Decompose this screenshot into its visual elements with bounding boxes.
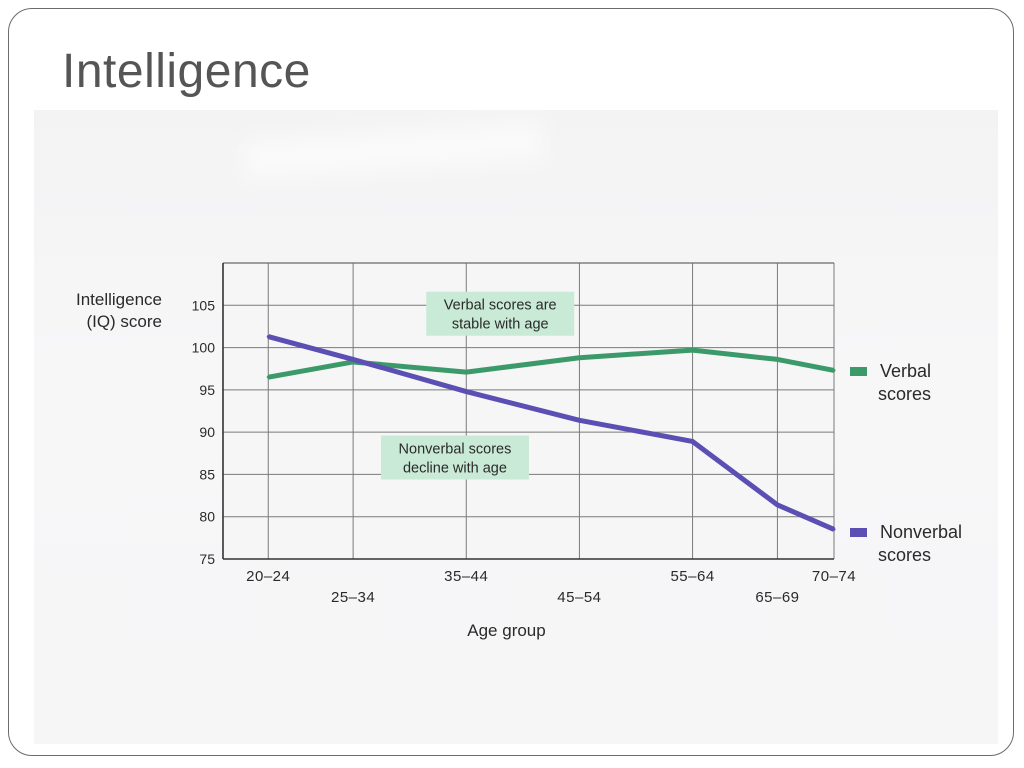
slide-title: Intelligence <box>62 45 311 98</box>
y-tick-label: 80 <box>199 509 215 525</box>
nonverbal-point <box>464 390 468 394</box>
y-tick-label: 100 <box>192 340 216 356</box>
verbal-annotation-box <box>426 291 575 336</box>
verbal-annotation-text: stable with age <box>452 317 549 333</box>
verbal-legend-swatch <box>850 367 867 376</box>
x-tick-label: 55–64 <box>670 568 714 585</box>
y-axis-label: (IQ) score <box>86 312 162 331</box>
x-tick-label: 70–74 <box>812 568 856 585</box>
verbal-point <box>266 375 270 379</box>
nonverbal-legend-label: Nonverbal <box>880 522 962 542</box>
verbal-point <box>691 348 695 352</box>
y-tick-label: 75 <box>199 551 215 567</box>
y-tick-label: 90 <box>199 424 215 440</box>
y-tick-label: 95 <box>199 382 215 398</box>
nonverbal-point <box>691 439 695 443</box>
nonverbal-point <box>351 357 355 361</box>
nonverbal-legend-swatch <box>850 528 867 537</box>
iq-line-chart: 75 80 85 90 95 100 105 Intelligence (IQ) score 20… <box>76 262 962 640</box>
nonverbal-legend-label: scores <box>878 545 931 565</box>
x-tick-label: 20–24 <box>246 568 290 585</box>
x-tick-label: 35–44 <box>444 568 488 585</box>
verbal-point <box>775 357 779 361</box>
x-tick-label: 25–34 <box>331 589 375 606</box>
nonverbal-point <box>775 503 779 507</box>
nonverbal-annotation-text: Nonverbal scores <box>399 442 512 458</box>
verbal-point <box>464 370 468 374</box>
nonverbal-annotation-text: decline with age <box>403 461 507 477</box>
y-axis-label: Intelligence <box>76 290 162 309</box>
nonverbal-point <box>577 418 581 422</box>
x-tick-label: 45–54 <box>557 589 601 606</box>
verbal-annotation-text: Verbal scores are <box>444 298 557 314</box>
nonverbal-point <box>832 527 836 531</box>
nonverbal-annotation-box <box>380 435 529 480</box>
x-tick-label: 65–69 <box>755 589 799 606</box>
verbal-point <box>832 368 836 372</box>
y-tick-label: 85 <box>199 466 215 482</box>
y-tick-label: 105 <box>192 297 216 313</box>
verbal-legend-label: scores <box>878 384 931 404</box>
x-axis-label: Age group <box>467 621 545 640</box>
verbal-point <box>577 356 581 360</box>
nonverbal-point <box>266 335 270 339</box>
verbal-legend-label: Verbal <box>880 361 931 381</box>
chart-photo: 75 80 85 90 95 100 105 Intelligence (IQ) score 20… <box>34 110 998 744</box>
